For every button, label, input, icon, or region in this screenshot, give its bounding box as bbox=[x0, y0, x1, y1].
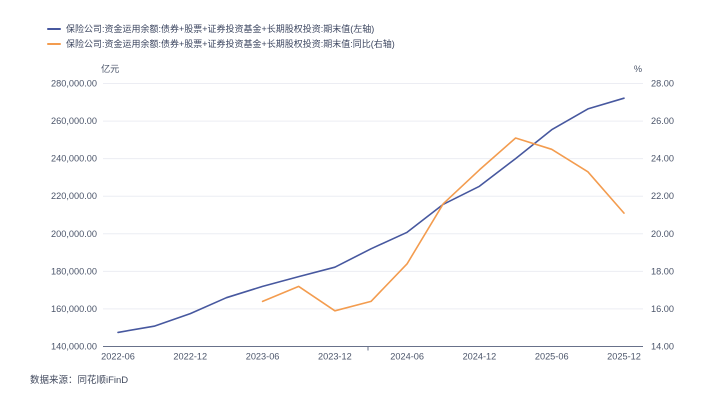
right-axis-unit-label: % bbox=[634, 64, 642, 74]
left-axis-tick-label: 180,000.00 bbox=[51, 266, 97, 276]
right-axis-tick-label: 16.00 bbox=[651, 304, 674, 314]
legend-item-yoy[interactable]: 保险公司:资金运用余额:债券+股票+证券投资基金+长期股权投资:期末值:同比(右… bbox=[47, 38, 395, 50]
x-axis-tick-label: 2022-12 bbox=[173, 352, 207, 362]
left-axis-tick-label: 140,000.00 bbox=[51, 342, 97, 352]
legend-label-balance: 保险公司:资金运用余额:债券+股票+证券投资基金+长期股权投资:期末值(左轴) bbox=[66, 24, 375, 34]
right-axis-tick-label: 22.00 bbox=[651, 191, 674, 201]
legend-label-yoy: 保险公司:资金运用余额:债券+股票+证券投资基金+长期股权投资:期末值:同比(右… bbox=[66, 39, 395, 49]
right-axis-tick-label: 24.00 bbox=[651, 154, 674, 164]
x-axis-tick-label: 2025-06 bbox=[535, 352, 569, 362]
x-axis-tick-label: 2022-06 bbox=[101, 352, 135, 362]
left-axis-unit-label: 亿元 bbox=[101, 63, 119, 74]
x-axis-tick-label: 2023-12 bbox=[318, 352, 352, 362]
right-axis-tick-label: 28.00 bbox=[651, 79, 674, 89]
series-line-balance[interactable] bbox=[117, 97, 625, 334]
data-source-note: 数据来源：同花顺iFinD bbox=[30, 375, 129, 386]
right-axis-tick-label: 14.00 bbox=[651, 342, 674, 352]
right-axis-tick-label: 18.00 bbox=[651, 266, 674, 276]
left-axis-tick-label: 260,000.00 bbox=[51, 116, 97, 126]
left-axis-tick-label: 160,000.00 bbox=[51, 304, 97, 314]
legend-item-balance[interactable]: 保险公司:资金运用余额:债券+股票+证券投资基金+长期股权投资:期末值(左轴) bbox=[47, 23, 395, 35]
left-axis-tick-label: 220,000.00 bbox=[51, 191, 97, 201]
left-axis-tick-label: 280,000.00 bbox=[51, 79, 97, 89]
x-axis-tick-label: 2025-12 bbox=[607, 352, 641, 362]
legend-line-marker-yoy bbox=[47, 42, 61, 46]
left-axis-tick-label: 200,000.00 bbox=[51, 229, 97, 239]
right-axis-tick-label: 20.00 bbox=[651, 229, 674, 239]
chart-legend: 保险公司:资金运用余额:债券+股票+证券投资基金+长期股权投资:期末值(左轴) … bbox=[47, 23, 395, 50]
left-axis-tick-label: 240,000.00 bbox=[51, 154, 97, 164]
right-axis-tick-label: 26.00 bbox=[651, 116, 674, 126]
x-axis-tick-label: 2024-06 bbox=[390, 352, 424, 362]
x-axis-tick-label: 2023-06 bbox=[246, 352, 280, 362]
legend-line-marker-balance bbox=[47, 27, 61, 31]
series-line-yoy[interactable] bbox=[261, 137, 625, 312]
x-axis-tick-label: 2024-12 bbox=[463, 352, 497, 362]
